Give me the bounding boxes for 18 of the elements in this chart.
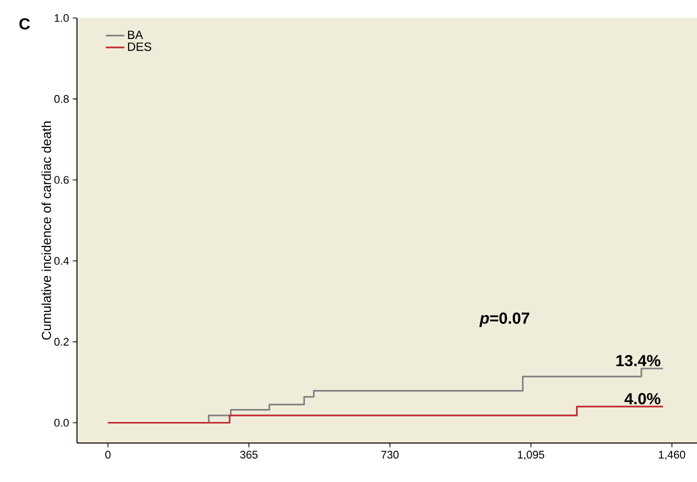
x-tick-label: 730 — [381, 450, 399, 459]
x-tick-label: 0 — [105, 450, 111, 459]
x-tick-label: 365 — [240, 450, 258, 459]
x-tick-label: 1,095 — [518, 450, 544, 460]
annotation: 13.4% — [616, 354, 660, 366]
text: C — [19, 18, 30, 30]
y-tick-label: 0.8 — [54, 95, 69, 103]
annotation: 4.0% — [624, 393, 660, 404]
x-tick-label: 1,460 — [658, 450, 686, 460]
y-tick-label: 0.0 — [54, 418, 69, 427]
y-tick-label: 0.4 — [54, 256, 69, 265]
legend-label: DES — [128, 42, 152, 51]
y-tick-label: 0.6 — [54, 176, 69, 184]
legend-label: BA — [128, 30, 144, 39]
annotation: p=0.07 — [479, 312, 530, 327]
y-axis-title: Cumulative incidence of cardiac death — [41, 122, 52, 340]
y-tick-label: 1.0 — [54, 14, 69, 22]
y-tick-label: 0.2 — [54, 338, 69, 346]
